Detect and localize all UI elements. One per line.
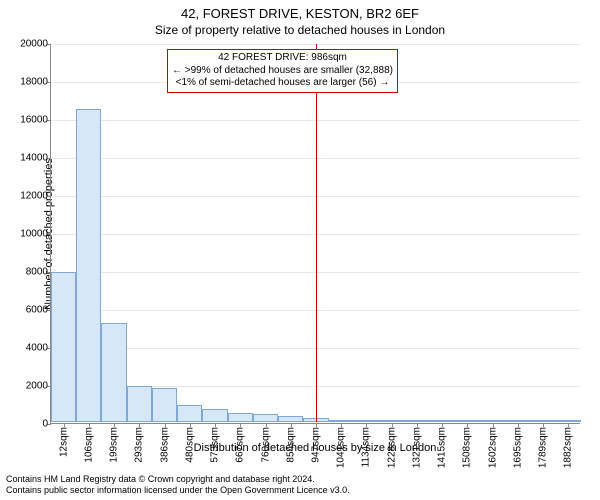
bar (404, 420, 429, 422)
bar (430, 420, 455, 422)
attribution-line1: Contains HM Land Registry data © Crown c… (6, 474, 350, 485)
ytick-label: 16000 (20, 115, 51, 126)
ytick-label: 8000 (26, 267, 51, 278)
bar (202, 409, 227, 422)
bar (76, 109, 101, 422)
ytick-label: 2000 (26, 381, 51, 392)
ytick-label: 6000 (26, 305, 51, 316)
chart-area: Number of detached properties 0200040006… (50, 44, 580, 424)
bar (505, 420, 530, 422)
bar (354, 420, 379, 422)
annotation-box: 42 FOREST DRIVE: 986sqm← >99% of detache… (167, 49, 398, 93)
bar (152, 388, 177, 422)
bar (531, 420, 556, 422)
bar (228, 413, 253, 422)
reference-line (316, 44, 317, 422)
x-axis-title: Distribution of detached houses by size … (50, 442, 580, 454)
ytick-label: 12000 (20, 191, 51, 202)
ytick-label: 0 (42, 419, 51, 430)
ytick-label: 10000 (20, 229, 51, 240)
bar (480, 420, 505, 422)
chart-container: 42, FOREST DRIVE, KESTON, BR2 6EF Size o… (0, 0, 600, 500)
attribution: Contains HM Land Registry data © Crown c… (6, 474, 350, 496)
annotation-line3: <1% of semi-detached houses are larger (… (172, 77, 393, 90)
bar (127, 386, 152, 422)
bar (455, 420, 480, 422)
bar (253, 414, 278, 422)
attribution-line2: Contains public sector information licen… (6, 485, 350, 496)
bar (51, 272, 76, 422)
bar (177, 405, 202, 422)
annotation-line1: 42 FOREST DRIVE: 986sqm (172, 52, 393, 65)
plot-area: 0200040006000800010000120001400016000180… (50, 44, 580, 424)
ytick-label: 4000 (26, 343, 51, 354)
ytick-label: 14000 (20, 153, 51, 164)
annotation-line2: ← >99% of detached houses are smaller (3… (172, 65, 393, 78)
chart-subtitle: Size of property relative to detached ho… (0, 21, 600, 37)
ytick-label: 20000 (20, 39, 51, 50)
bar (379, 420, 404, 422)
bar (101, 323, 126, 422)
ytick-label: 18000 (20, 77, 51, 88)
bar (329, 420, 354, 422)
bar (556, 420, 581, 422)
bar (278, 416, 303, 422)
chart-title: 42, FOREST DRIVE, KESTON, BR2 6EF (0, 0, 600, 21)
